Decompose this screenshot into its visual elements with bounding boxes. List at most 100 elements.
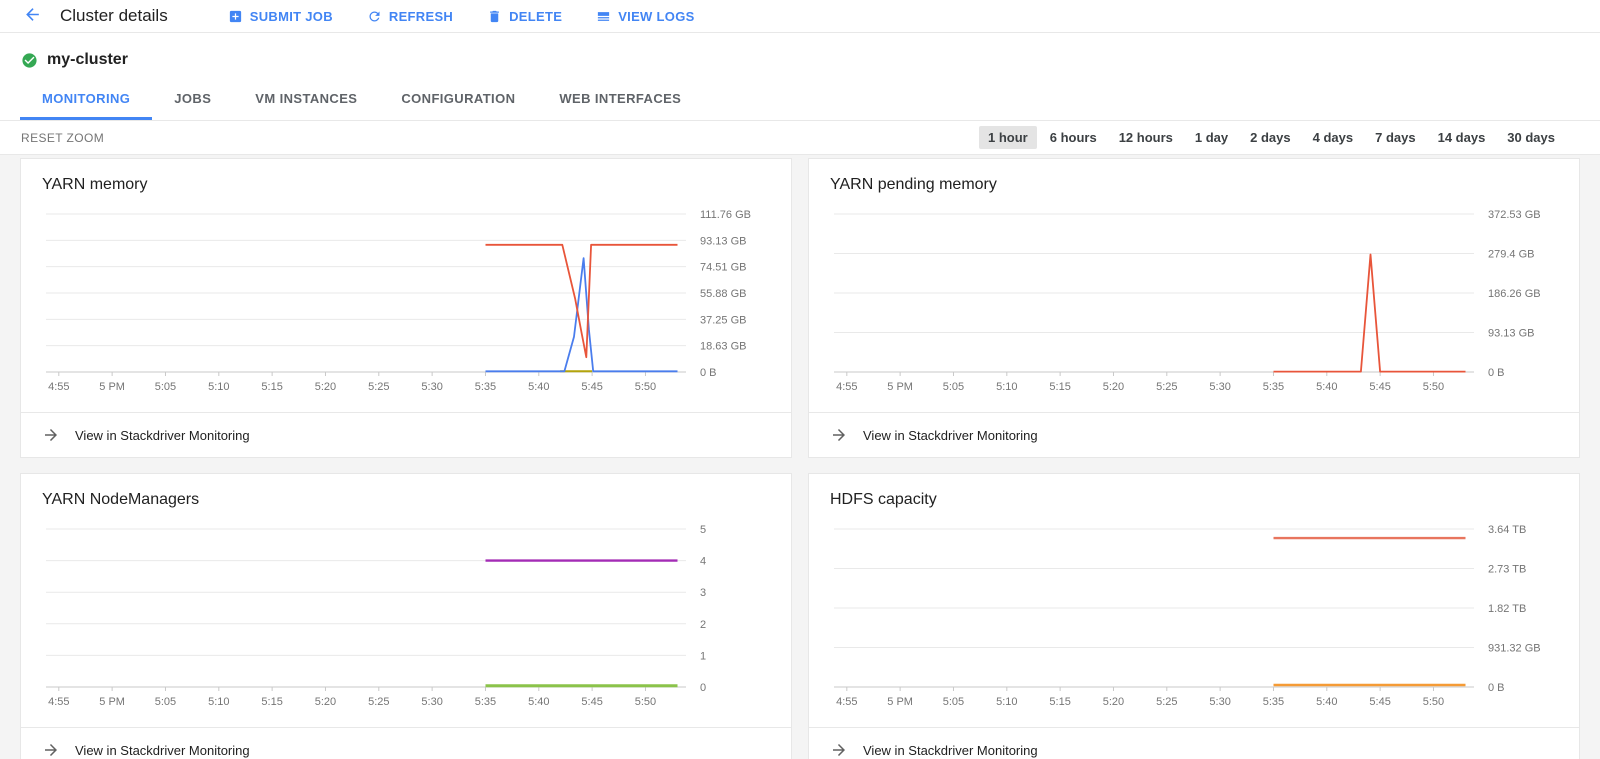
action-label: REFRESH	[388, 8, 454, 24]
svg-text:5:50: 5:50	[1423, 381, 1444, 393]
svg-text:931.32 GB: 931.32 GB	[1488, 643, 1541, 655]
svg-text:74.51 GB: 74.51 GB	[700, 262, 746, 274]
stackdriver-link-label: View in Stackdriver Monitoring	[863, 742, 1038, 758]
chart-plot-area[interactable]: 5 4 3 2 1 0 4:55 5 PM 5:05 5:10 5:15 5:20 5:25 5:30 5:…	[21, 512, 791, 717]
stackdriver-link-label: View in Stackdriver Monitoring	[75, 742, 250, 758]
chart-plot-area[interactable]: 3.64 TB 2.73 TB 1.82 TB 931.32 GB 0 B 4:55 5 P…	[809, 512, 1579, 717]
tab-configuration[interactable]: CONFIGURATION	[379, 79, 537, 120]
svg-text:0: 0	[700, 682, 706, 694]
tab-web-interfaces[interactable]: WEB INTERFACES	[537, 79, 703, 120]
svg-text:372.53 GB: 372.53 GB	[1488, 209, 1541, 221]
range-30-days[interactable]: 30 days	[1498, 126, 1564, 149]
series-pending-memory	[1273, 253, 1466, 373]
svg-text:0 B: 0 B	[700, 367, 717, 379]
tab-jobs[interactable]: JOBS	[152, 79, 233, 120]
svg-text:5:50: 5:50	[1423, 696, 1444, 708]
svg-text:5:40: 5:40	[528, 696, 549, 708]
svg-text:5:20: 5:20	[315, 381, 336, 393]
cluster-name: my-cluster	[47, 51, 128, 68]
chart-title: YARN pending memory	[830, 176, 997, 193]
logs-icon	[596, 9, 611, 24]
svg-text:5 PM: 5 PM	[887, 381, 913, 393]
svg-text:5:35: 5:35	[475, 696, 496, 708]
svg-text:4:55: 4:55	[48, 381, 69, 393]
chart-plot-area[interactable]: 111.76 GB 93.13 GB 74.51 GB 55.88 GB 37.25 G…	[21, 197, 791, 402]
arrow-forward-icon	[830, 741, 848, 759]
svg-text:5:10: 5:10	[208, 381, 229, 393]
svg-text:5:45: 5:45	[581, 696, 602, 708]
range-7-days[interactable]: 7 days	[1366, 126, 1424, 149]
tab-bar: MONITORING JOBS VM INSTANCES CONFIGURATION W…	[0, 79, 1600, 121]
reset-zoom-button[interactable]: RESET ZOOM	[21, 130, 105, 145]
svg-text:18.63 GB: 18.63 GB	[700, 341, 746, 353]
range-12-hours[interactable]: 12 hours	[1110, 126, 1182, 149]
chart-plot-area[interactable]: 372.53 GB 279.4 GB 186.26 GB 93.13 GB 0 B 4:5…	[809, 197, 1579, 402]
refresh-button[interactable]: REFRESH	[355, 3, 465, 30]
time-range-selector: 1 hour 6 hours 12 hours 1 day 2 days 4 days 7 …	[979, 126, 1564, 149]
svg-text:5:10: 5:10	[208, 696, 229, 708]
view-logs-button[interactable]: VIEW LOGS	[584, 3, 706, 30]
series-available-memory	[485, 243, 678, 359]
chart-title: YARN NodeManagers	[42, 491, 200, 508]
svg-text:5:45: 5:45	[581, 381, 602, 393]
arrow-back-icon	[23, 5, 42, 27]
svg-text:5:35: 5:35	[1263, 696, 1284, 708]
svg-text:5:05: 5:05	[943, 381, 964, 393]
svg-text:55.88 GB: 55.88 GB	[700, 288, 746, 300]
range-4-days[interactable]: 4 days	[1304, 126, 1362, 149]
svg-text:5:10: 5:10	[996, 696, 1017, 708]
series-allocated-memory	[485, 257, 678, 373]
svg-text:5:25: 5:25	[368, 696, 389, 708]
svg-text:5:05: 5:05	[943, 696, 964, 708]
svg-text:5:20: 5:20	[315, 696, 336, 708]
svg-text:5:05: 5:05	[155, 696, 176, 708]
svg-text:37.25 GB: 37.25 GB	[700, 314, 746, 326]
tab-vm-instances[interactable]: VM INSTANCES	[233, 79, 379, 120]
svg-text:5:30: 5:30	[421, 381, 442, 393]
delete-button[interactable]: DELETE	[475, 3, 574, 30]
svg-text:5:30: 5:30	[1209, 381, 1230, 393]
chart-controls: RESET ZOOM 1 hour 6 hours 12 hours 1 day 2 d…	[0, 121, 1600, 155]
trash-icon	[487, 9, 502, 24]
range-2-days[interactable]: 2 days	[1241, 126, 1299, 149]
stackdriver-link[interactable]: View in Stackdriver Monitoring	[809, 727, 1579, 759]
svg-text:5 PM: 5 PM	[99, 381, 125, 393]
stackdriver-link[interactable]: View in Stackdriver Monitoring	[21, 412, 791, 457]
svg-text:5:15: 5:15	[1049, 381, 1070, 393]
svg-text:5:20: 5:20	[1103, 696, 1124, 708]
svg-text:5:35: 5:35	[1263, 381, 1284, 393]
svg-text:5:40: 5:40	[1316, 696, 1337, 708]
arrow-forward-icon	[42, 741, 60, 759]
stackdriver-link[interactable]: View in Stackdriver Monitoring	[809, 412, 1579, 457]
range-14-days[interactable]: 14 days	[1429, 126, 1495, 149]
refresh-icon	[367, 9, 382, 24]
svg-text:5:20: 5:20	[1103, 381, 1124, 393]
action-label: SUBMIT JOB	[249, 8, 333, 24]
svg-text:0 B: 0 B	[1488, 682, 1505, 694]
tab-monitoring[interactable]: MONITORING	[20, 79, 153, 120]
range-1-day[interactable]: 1 day	[1186, 126, 1237, 149]
svg-text:5:40: 5:40	[1316, 381, 1337, 393]
top-toolbar: Cluster details SUBMIT JOB REFRESH DELETE V…	[0, 0, 1600, 33]
submit-job-button[interactable]: SUBMIT JOB	[216, 3, 345, 30]
svg-text:5:30: 5:30	[1209, 696, 1230, 708]
chart-card-2: YARN NodeManagers 5 4 3 2 1 0 4:55 5 PM 5:05 5:10 5…	[20, 473, 792, 759]
svg-text:3.64 TB: 3.64 TB	[1488, 524, 1526, 536]
svg-text:5:15: 5:15	[261, 381, 282, 393]
stackdriver-link-label: View in Stackdriver Monitoring	[863, 427, 1038, 443]
stackdriver-link[interactable]: View in Stackdriver Monitoring	[21, 727, 791, 759]
svg-text:1.82 TB: 1.82 TB	[1488, 603, 1526, 615]
back-button[interactable]	[12, 0, 52, 33]
svg-text:5:30: 5:30	[421, 696, 442, 708]
arrow-forward-icon	[42, 426, 60, 444]
svg-text:4:55: 4:55	[836, 696, 857, 708]
action-label: VIEW LOGS	[618, 8, 695, 24]
range-1-hour[interactable]: 1 hour	[979, 126, 1037, 149]
chart-card-3: HDFS capacity 3.64 TB 2.73 TB 1.82 TB 931.32…	[808, 473, 1580, 759]
range-6-hours[interactable]: 6 hours	[1041, 126, 1106, 149]
svg-text:5 PM: 5 PM	[887, 696, 913, 708]
charts-grid: YARN memory 111.76 GB 93.13 GB 74.51 GB 55.8…	[0, 155, 1600, 759]
chart-title: YARN memory	[42, 176, 148, 193]
page-title: Cluster details	[60, 6, 168, 25]
toolbar-actions: SUBMIT JOB REFRESH DELETE VIEW LOGS	[216, 3, 707, 30]
